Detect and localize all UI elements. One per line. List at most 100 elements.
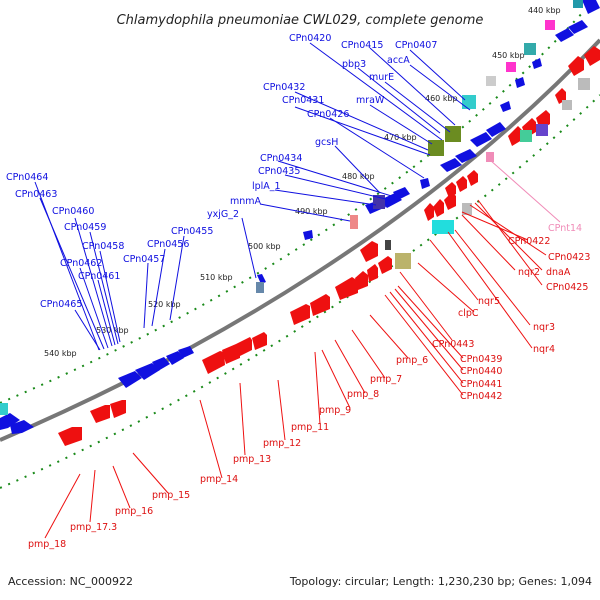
kbp-label: 450 kbp (492, 51, 525, 60)
label-leader (294, 91, 429, 151)
forward-gene (152, 357, 170, 371)
label-leader (357, 67, 441, 134)
kbp-label: 520 kbp (148, 300, 181, 309)
gene-label: CPn0434 (260, 153, 302, 164)
gene-label: CPn0439 (460, 354, 502, 365)
forward-gene (0, 413, 20, 430)
forward-gene (470, 132, 492, 147)
gene-label: pbp3 (342, 59, 366, 70)
gene-label: CPn0459 (64, 222, 106, 233)
gene-label: nqr3 (533, 322, 555, 333)
forward-gene (515, 77, 525, 88)
label-leader (369, 314, 409, 359)
label-leader (429, 239, 479, 301)
label-leader (132, 452, 169, 494)
gene-label: CPn0458 (82, 241, 124, 252)
forward-gene-labels: CPn0420 CPn0415 CPn0407 pbp3 accA murE C… (6, 33, 437, 310)
reverse-gene (310, 294, 330, 316)
gene-block (562, 100, 572, 110)
gene-block (462, 95, 476, 109)
gene-label: CPn0442 (460, 391, 502, 402)
label-leader (277, 160, 399, 199)
label-leader (74, 309, 101, 351)
kbp-label: 480 kbp (342, 172, 375, 181)
label-leader (409, 49, 466, 101)
forward-gene (178, 346, 194, 358)
forward-gene (440, 158, 462, 172)
reverse-gene (378, 256, 392, 274)
gene-label: nqr2 (518, 267, 540, 278)
gene-block (486, 76, 496, 86)
label-leader (239, 382, 246, 456)
label-leader (314, 351, 321, 425)
forward-gene (455, 149, 477, 163)
label-leader (97, 279, 116, 346)
gene-label: mnmA (230, 196, 262, 207)
gene-label: CPn0420 (289, 33, 331, 44)
reverse-gene (58, 427, 82, 446)
forward-gene (10, 420, 34, 434)
gene-block (506, 62, 516, 72)
gene-block (578, 78, 590, 90)
reverse-leaders (44, 199, 547, 539)
label-leader (284, 174, 391, 201)
forward-gene (532, 58, 542, 69)
label-leader (369, 104, 433, 145)
label-leader (461, 214, 516, 271)
label-leader (241, 217, 257, 279)
gene-block (573, 0, 583, 8)
reverse-gene (367, 264, 378, 282)
forward-gene (118, 371, 142, 388)
label-leader (477, 199, 543, 286)
label-leader (489, 159, 561, 223)
label-leader (329, 117, 425, 179)
gene-label: CPnt14 (548, 223, 582, 234)
label-leader (309, 42, 443, 141)
reverse-gene (444, 192, 456, 210)
gene-label: pmp_8 (347, 389, 379, 400)
reverse-gene-labels: CPn0422 CPn0423 dnaA CPn0425 nqr2 nqr3 n… (28, 236, 590, 550)
gene-label: pmp_6 (396, 355, 428, 366)
gene-label: CPn0423 (548, 252, 590, 263)
label-leader (394, 288, 464, 371)
gene-label: CPn0456 (147, 239, 189, 250)
gene-label: CPn0443 (432, 339, 474, 350)
genome-backbone (0, 38, 600, 442)
label-leader (99, 250, 121, 343)
gene-label: pmp_14 (200, 474, 238, 485)
pseudo-genes (0, 0, 590, 415)
label-leader (384, 81, 451, 133)
forward-gene (420, 178, 430, 189)
gene-label: CPn0422 (508, 236, 550, 247)
label-leader (199, 399, 223, 479)
gene-label: CPn0415 (341, 40, 383, 51)
gene-label: nqr5 (478, 296, 500, 307)
gene-label: pmp_13 (233, 454, 271, 465)
kbp-label: 460 kbp (425, 94, 458, 103)
reverse-gene (110, 400, 126, 418)
label-leader (143, 262, 149, 329)
gene-label: mraW (356, 95, 385, 106)
gene-label: pmp_17.3 (70, 522, 117, 533)
label-leader (34, 181, 100, 351)
gene-label: CPn0463 (15, 189, 57, 200)
reverse-gene (456, 176, 467, 192)
gene-label: pmp_9 (319, 405, 351, 416)
gene-label: pmp_15 (152, 490, 190, 501)
label-leader (89, 469, 96, 523)
label-leader (44, 473, 81, 539)
reverse-gene (424, 203, 434, 221)
label-leader (369, 47, 456, 126)
map-title: Chlamydophila pneumoniae CWL029, complet… (117, 13, 484, 28)
genome-summary-text: Topology: circular; Length: 1,230,230 bp… (289, 575, 592, 588)
label-leader (277, 379, 286, 441)
reverse-gene (335, 277, 358, 300)
forward-gene (257, 274, 266, 284)
gene-block (524, 43, 536, 55)
label-leader (351, 329, 386, 379)
gene-label: dnaA (546, 267, 571, 278)
label-leader (89, 231, 119, 345)
forward-gene (568, 20, 588, 34)
gene-block (445, 126, 461, 142)
